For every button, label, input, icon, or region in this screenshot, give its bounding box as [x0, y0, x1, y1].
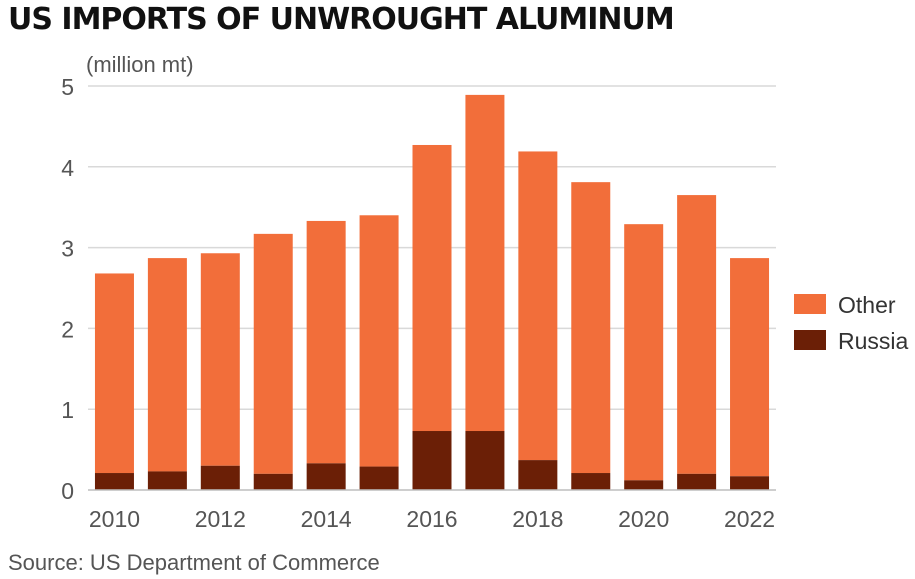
legend-label-other: Other — [838, 292, 896, 318]
x-tick-label-2018: 2018 — [512, 506, 563, 532]
y-tick-label-0: 0 — [61, 478, 74, 504]
bar-russia-2022 — [730, 476, 770, 490]
legend-swatch-other — [794, 294, 826, 314]
source-note: Source: US Department of Commerce — [8, 550, 380, 575]
bar-russia-2015 — [359, 466, 399, 490]
bar-other-2017 — [465, 94, 505, 432]
bar-other-2010 — [94, 273, 134, 474]
bar-russia-2019 — [571, 473, 611, 490]
bar-other-2015 — [359, 215, 399, 467]
bar-russia-2020 — [624, 480, 664, 490]
bar-other-2018 — [518, 151, 558, 461]
bar-other-2012 — [200, 253, 240, 466]
chart-title: US IMPORTS OF UNWROUGHT ALUMINUM — [8, 2, 675, 37]
x-tick-label-2012: 2012 — [195, 506, 246, 532]
bar-russia-2014 — [306, 463, 346, 490]
x-tick-label-2010: 2010 — [89, 506, 140, 532]
bar-other-2016 — [412, 144, 452, 432]
bar-other-2011 — [147, 258, 187, 472]
bar-russia-2012 — [200, 465, 240, 490]
x-tick-label-2022: 2022 — [724, 506, 775, 532]
y-axis-unit-label: (million mt) — [86, 52, 194, 77]
bar-russia-2017 — [465, 431, 505, 490]
bar-russia-2021 — [677, 473, 717, 490]
stacked-bar-chart: 0 1 2 3 4 5 2010 2012 2014 2016 2018 2020 2022 Other R… — [61, 74, 909, 532]
bar-russia-2016 — [412, 431, 452, 490]
bar-other-2013 — [253, 233, 293, 474]
bar-other-2014 — [306, 220, 346, 464]
y-tick-label-3: 3 — [61, 236, 74, 262]
bar-other-2022 — [730, 258, 770, 477]
bar-other-2019 — [571, 182, 611, 474]
legend-swatch-russia — [794, 330, 826, 350]
y-tick-label-2: 2 — [61, 316, 74, 342]
y-tick-label-1: 1 — [61, 397, 74, 423]
y-tick-label-5: 5 — [61, 74, 74, 100]
bar-russia-2010 — [94, 473, 134, 490]
bar-other-2021 — [677, 195, 717, 474]
bar-russia-2018 — [518, 460, 558, 490]
y-tick-label-4: 4 — [61, 155, 74, 181]
bar-russia-2013 — [253, 473, 293, 490]
x-tick-label-2014: 2014 — [301, 506, 352, 532]
bar-other-2020 — [624, 224, 664, 481]
x-tick-label-2020: 2020 — [618, 506, 669, 532]
bar-russia-2011 — [147, 471, 187, 490]
x-tick-label-2016: 2016 — [406, 506, 457, 532]
legend-label-russia: Russia — [838, 328, 909, 354]
